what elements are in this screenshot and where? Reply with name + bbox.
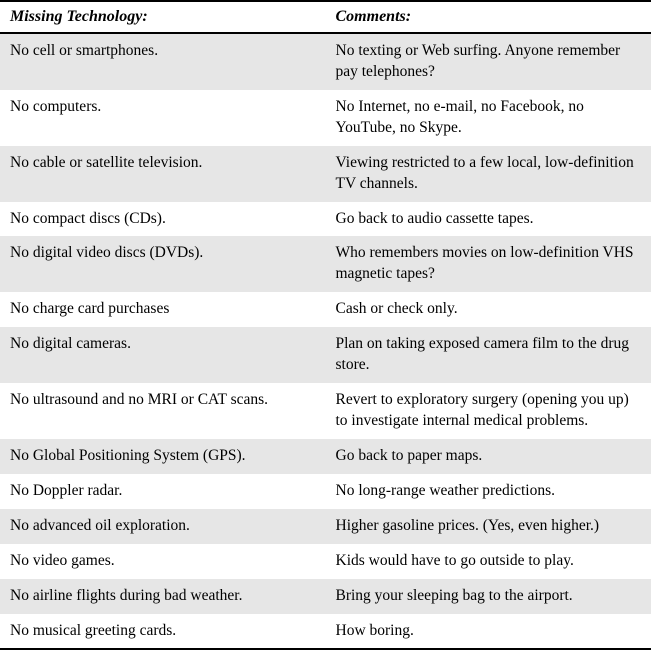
cell-tech: No Doppler radar. (0, 474, 326, 509)
cell-tech: No musical greeting cards. (0, 614, 326, 650)
table-row: No musical greeting cards. How boring. (0, 614, 651, 650)
table-row: No advanced oil exploration. Higher gaso… (0, 509, 651, 544)
cell-comment: How boring. (326, 614, 651, 650)
cell-comment: Cash or check only. (326, 292, 651, 327)
cell-comment: Go back to paper maps. (326, 439, 651, 474)
cell-tech: No video games. (0, 544, 326, 579)
cell-tech: No cable or satellite television. (0, 146, 326, 202)
cell-tech: No ultrasound and no MRI or CAT scans. (0, 383, 326, 439)
cell-tech: No digital cameras. (0, 327, 326, 383)
cell-tech: No Global Positioning System (GPS). (0, 439, 326, 474)
cell-tech: No airline flights during bad weather. (0, 579, 326, 614)
table-row: No cell or smartphones. No texting or We… (0, 33, 651, 90)
technology-table-container: Missing Technology: Comments: No cell or… (0, 0, 651, 650)
technology-table: Missing Technology: Comments: No cell or… (0, 0, 651, 650)
table-row: No video games. Kids would have to go ou… (0, 544, 651, 579)
cell-comment: Bring your sleeping bag to the airport. (326, 579, 651, 614)
table-row: No cable or satellite television. Viewin… (0, 146, 651, 202)
table-row: No airline flights during bad weather. B… (0, 579, 651, 614)
table-row: No compact discs (CDs). Go back to audio… (0, 202, 651, 237)
cell-comment: Go back to audio cassette tapes. (326, 202, 651, 237)
col-header-tech: Missing Technology: (0, 1, 326, 33)
table-row: No Global Positioning System (GPS). Go b… (0, 439, 651, 474)
cell-comment: Revert to exploratory surgery (opening y… (326, 383, 651, 439)
table-row: No charge card purchases Cash or check o… (0, 292, 651, 327)
table-row: No Doppler radar. No long-range weather … (0, 474, 651, 509)
table-body: No cell or smartphones. No texting or We… (0, 33, 651, 649)
cell-comment: Who remembers movies on low-definition V… (326, 236, 651, 292)
table-row: No digital video discs (DVDs). Who remem… (0, 236, 651, 292)
cell-tech: No advanced oil exploration. (0, 509, 326, 544)
cell-tech: No computers. (0, 90, 326, 146)
cell-comment: No long-range weather predictions. (326, 474, 651, 509)
table-row: No computers. No Internet, no e-mail, no… (0, 90, 651, 146)
header-row: Missing Technology: Comments: (0, 1, 651, 33)
cell-comment: No Internet, no e-mail, no Facebook, no … (326, 90, 651, 146)
col-header-comments: Comments: (326, 1, 651, 33)
cell-tech: No compact discs (CDs). (0, 202, 326, 237)
table-header: Missing Technology: Comments: (0, 1, 651, 33)
table-row: No ultrasound and no MRI or CAT scans. R… (0, 383, 651, 439)
cell-tech: No charge card purchases (0, 292, 326, 327)
table-row: No digital cameras. Plan on taking expos… (0, 327, 651, 383)
cell-comment: Kids would have to go outside to play. (326, 544, 651, 579)
cell-tech: No cell or smartphones. (0, 33, 326, 90)
cell-comment: Plan on taking exposed camera film to th… (326, 327, 651, 383)
cell-comment: Higher gasoline prices. (Yes, even highe… (326, 509, 651, 544)
cell-comment: Viewing restricted to a few local, low-d… (326, 146, 651, 202)
cell-tech: No digital video discs (DVDs). (0, 236, 326, 292)
cell-comment: No texting or Web surfing. Anyone rememb… (326, 33, 651, 90)
